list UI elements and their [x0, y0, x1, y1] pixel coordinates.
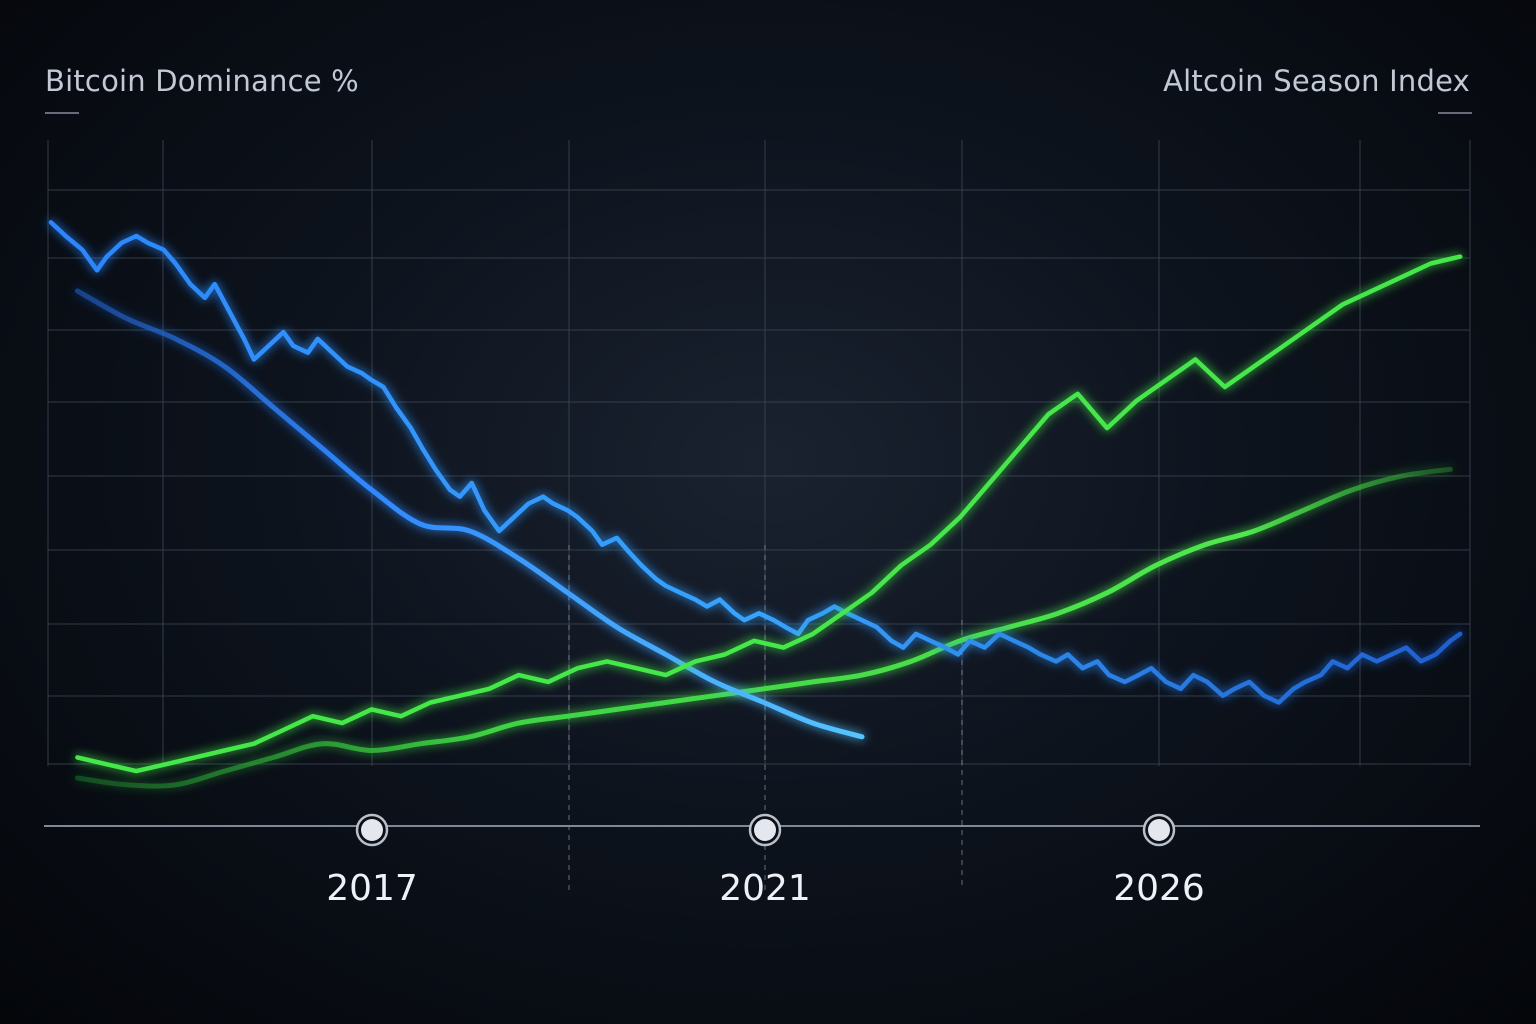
x-tick-marker-dot: [361, 819, 383, 841]
x-axis-ticks: 2017 2021 2026: [326, 813, 1205, 909]
right-axis-label: Altcoin Season Index: [1163, 64, 1470, 98]
chart-grid: [47, 140, 1471, 890]
x-tick-label: 2026: [1113, 868, 1205, 909]
bitcoin-trend-line: [74, 288, 865, 740]
left-axis-label: Bitcoin Dominance %: [45, 64, 359, 98]
right-axis-label-rule: [1438, 112, 1472, 114]
x-tick-label: 2017: [326, 868, 418, 909]
altcoin-season-line: [75, 254, 1463, 774]
bitcoin-dominance-line: [48, 220, 1463, 705]
x-tick-marker-dot: [1148, 819, 1170, 841]
x-tick-label: 2021: [719, 868, 811, 909]
left-axis-label-rule: [45, 112, 79, 114]
altcoin-trend-line: [74, 466, 1453, 789]
series-layer: [48, 220, 1463, 789]
x-tick-marker-dot: [754, 819, 776, 841]
